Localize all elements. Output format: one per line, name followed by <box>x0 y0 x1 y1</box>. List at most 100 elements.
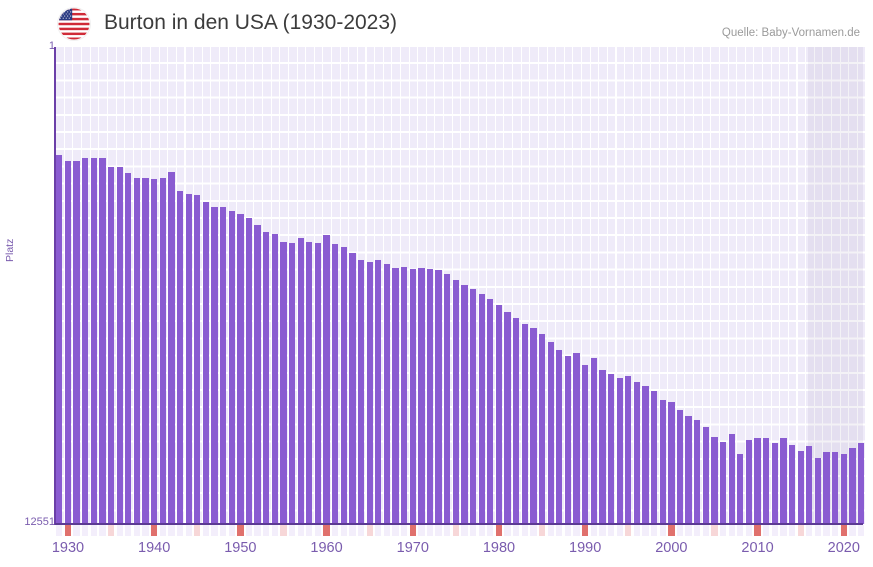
bar[interactable] <box>633 382 641 524</box>
bar[interactable] <box>857 443 865 524</box>
bar[interactable] <box>426 268 434 524</box>
bar[interactable] <box>392 267 399 524</box>
bar[interactable] <box>133 177 141 524</box>
bar[interactable] <box>780 437 787 524</box>
bar[interactable] <box>719 442 727 524</box>
bar[interactable] <box>797 450 804 524</box>
bar[interactable] <box>495 305 503 524</box>
bar[interactable] <box>556 349 563 524</box>
bar[interactable] <box>332 244 339 524</box>
bar[interactable] <box>771 443 778 524</box>
bar[interactable] <box>202 201 210 524</box>
bar[interactable] <box>650 391 658 524</box>
x-axis-tick <box>444 525 451 536</box>
bar[interactable] <box>383 263 391 524</box>
bar[interactable] <box>64 161 72 524</box>
bar[interactable] <box>142 177 149 524</box>
bar[interactable] <box>366 262 373 524</box>
bar[interactable] <box>73 161 80 524</box>
bar[interactable] <box>99 158 106 524</box>
bar[interactable] <box>375 260 382 524</box>
bar[interactable] <box>409 268 416 524</box>
grid-column <box>676 47 685 524</box>
bar[interactable] <box>625 375 632 524</box>
bar[interactable] <box>323 235 330 524</box>
x-axis-tick <box>668 525 675 536</box>
bar[interactable] <box>340 246 347 524</box>
bar[interactable] <box>788 444 796 524</box>
bar[interactable] <box>151 178 158 524</box>
bar[interactable] <box>823 451 830 524</box>
bar[interactable] <box>582 364 589 524</box>
bar[interactable] <box>564 355 572 524</box>
bar[interactable] <box>607 373 615 524</box>
bar[interactable] <box>521 323 528 524</box>
bar[interactable] <box>107 167 115 524</box>
bar[interactable] <box>297 238 304 524</box>
bar[interactable] <box>616 377 623 524</box>
bar[interactable] <box>599 370 606 524</box>
bar[interactable] <box>237 214 244 524</box>
bar[interactable] <box>737 453 744 524</box>
bar[interactable] <box>271 234 278 524</box>
bar[interactable] <box>694 420 701 524</box>
bar[interactable] <box>573 352 580 524</box>
bar[interactable] <box>728 433 735 524</box>
bar[interactable] <box>745 440 753 524</box>
bar[interactable] <box>461 284 468 524</box>
bar[interactable] <box>668 401 675 524</box>
bar[interactable] <box>487 298 494 524</box>
x-axis-tick <box>219 525 227 536</box>
bar[interactable] <box>435 270 442 524</box>
bar[interactable] <box>452 280 460 524</box>
bar[interactable] <box>659 399 666 524</box>
bar[interactable] <box>504 312 511 524</box>
bar[interactable] <box>176 191 184 524</box>
bar[interactable] <box>306 241 313 524</box>
bar[interactable] <box>314 243 322 524</box>
bar[interactable] <box>254 225 261 524</box>
bar[interactable] <box>763 437 770 524</box>
bar[interactable] <box>168 171 175 524</box>
bar[interactable] <box>125 173 132 524</box>
bar[interactable] <box>82 158 89 524</box>
bar[interactable] <box>116 167 123 524</box>
bar[interactable] <box>754 438 761 524</box>
bar[interactable] <box>711 436 718 524</box>
bar[interactable] <box>840 453 847 524</box>
bar[interactable] <box>228 211 235 524</box>
bar[interactable] <box>288 243 296 524</box>
bar[interactable] <box>219 207 227 524</box>
bar[interactable] <box>538 333 546 524</box>
bar[interactable] <box>832 451 839 524</box>
bar[interactable] <box>685 415 692 524</box>
bar[interactable] <box>401 267 408 524</box>
bar[interactable] <box>702 427 709 524</box>
x-axis-tick <box>676 525 684 536</box>
bar[interactable] <box>418 268 425 524</box>
bar[interactable] <box>211 207 218 524</box>
bar[interactable] <box>469 289 477 524</box>
bar[interactable] <box>280 241 287 524</box>
bar[interactable] <box>263 232 270 524</box>
bar[interactable] <box>478 294 485 524</box>
x-axis-label-1950: 1950 <box>224 540 257 556</box>
bar[interactable] <box>90 158 97 524</box>
bar[interactable] <box>245 218 253 524</box>
bar[interactable] <box>676 409 684 524</box>
bar[interactable] <box>444 274 451 524</box>
bar[interactable] <box>194 194 201 524</box>
bar[interactable] <box>357 259 365 524</box>
bar[interactable] <box>590 358 597 524</box>
bar[interactable] <box>185 194 192 524</box>
bar[interactable] <box>513 318 520 524</box>
bar[interactable] <box>642 385 649 524</box>
bar[interactable] <box>159 177 166 524</box>
bar[interactable] <box>547 341 554 524</box>
bar[interactable] <box>849 448 856 524</box>
bar[interactable] <box>56 154 63 524</box>
bar[interactable] <box>349 252 356 524</box>
bar[interactable] <box>806 446 813 524</box>
bar[interactable] <box>530 328 537 524</box>
bar[interactable] <box>814 458 822 524</box>
